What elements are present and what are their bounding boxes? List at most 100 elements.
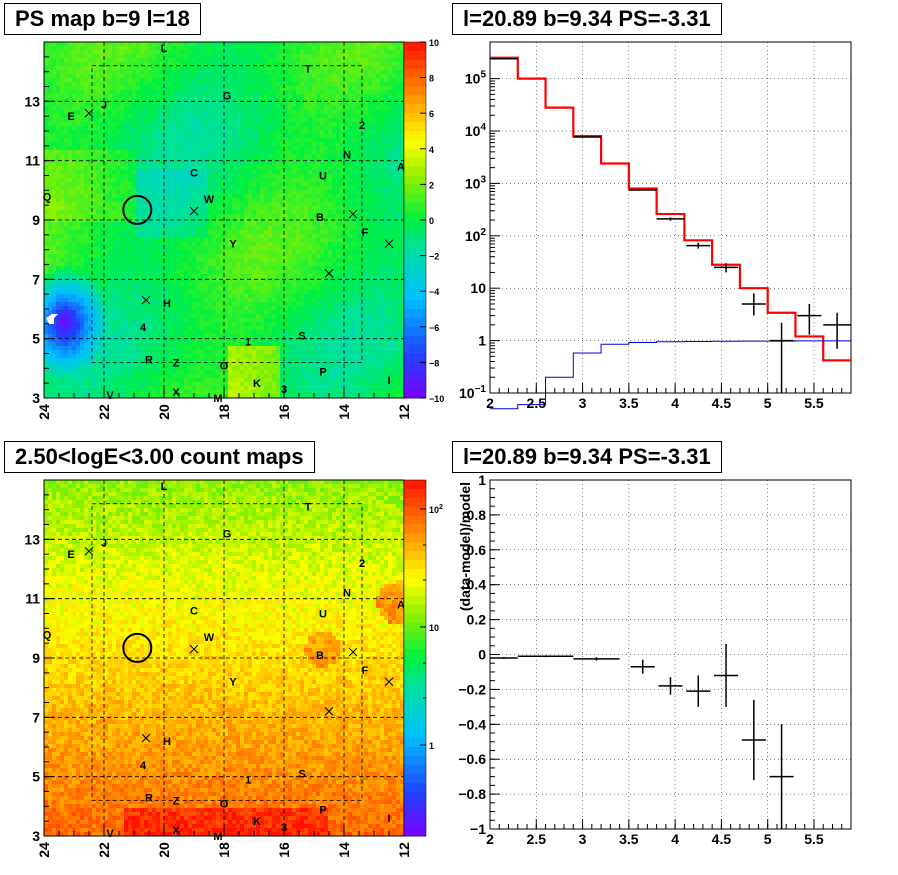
- colorbar-band: [404, 211, 426, 221]
- colorbar-band: [404, 371, 426, 381]
- source-label: L: [161, 481, 168, 493]
- y-tick-label: 5: [32, 331, 40, 347]
- source-label: Z: [173, 795, 180, 807]
- colorbar-band: [404, 622, 426, 632]
- source-label: Y: [229, 677, 237, 689]
- colorbar-band: [404, 577, 426, 588]
- colorbar-band: [404, 309, 426, 319]
- source-label: U: [319, 609, 327, 621]
- source-cross-marker: [189, 206, 199, 216]
- source-label: W: [204, 632, 215, 644]
- spectrum-ticks: [489, 78, 852, 394]
- y-tick-label: 11: [25, 591, 40, 607]
- x-tick-label: 5: [764, 395, 772, 411]
- colorbar-band: [404, 684, 426, 695]
- source-label: I: [387, 813, 390, 825]
- y-tick-label: 11: [25, 153, 40, 169]
- y-tick-label: 9: [32, 650, 40, 666]
- residual-title: l=20.89 b=9.34 PS=-3.31: [452, 441, 722, 473]
- x-tick-label: 14: [336, 404, 352, 420]
- colorbar-band: [404, 827, 426, 837]
- source-label: 2: [359, 120, 365, 132]
- source-cross-marker: [348, 209, 358, 219]
- y-tick-label: 1: [478, 472, 486, 488]
- colorbar-band: [404, 148, 426, 159]
- x-tick-label: 20: [156, 404, 172, 420]
- colorbar-band: [404, 604, 426, 614]
- source-label: 1: [245, 337, 251, 349]
- colorbar-band: [404, 50, 426, 61]
- y-tick-label: 7: [32, 709, 40, 725]
- colorbar-band: [404, 139, 426, 150]
- x-tick-label: 4: [671, 831, 679, 847]
- source-label: P: [319, 804, 326, 816]
- source-label: J: [101, 537, 107, 549]
- colorbar-band: [404, 693, 426, 703]
- colorbar-band: [404, 595, 426, 606]
- y-tick-label: 13: [24, 93, 40, 109]
- source-cross-marker: [324, 707, 334, 716]
- y-tick-label: 1: [478, 333, 486, 349]
- colorbar-band: [404, 791, 426, 801]
- colorbar-band: [404, 533, 426, 543]
- colorbar-band: [404, 773, 426, 784]
- colorbar-band: [404, 220, 426, 230]
- source-label: C: [190, 168, 198, 180]
- y-tick-label: −0.2: [458, 681, 486, 697]
- colorbar-band: [404, 542, 426, 552]
- x-tick-label: 5.5: [804, 831, 824, 847]
- x-tick-label: 20: [156, 842, 172, 858]
- colorbar-band: [404, 809, 426, 819]
- colorbar-band: [404, 246, 426, 257]
- colorbar-band: [404, 586, 426, 597]
- y-tick-label: 105: [465, 70, 487, 87]
- colorbar-band: [404, 666, 426, 677]
- y-tick-label: 3: [32, 828, 40, 844]
- x-tick-label: 4: [671, 395, 679, 411]
- spectrum-panel: 2 2.5 3 3.5 4 4.5 5 5.5 10−1 1 10 102 103 104 105: [459, 41, 852, 411]
- x-tick-label: 24: [36, 404, 52, 420]
- source-label: W: [204, 194, 215, 206]
- source-label: O: [220, 798, 229, 810]
- source-label: K: [253, 378, 261, 390]
- colorbar-tick-label: 8: [429, 74, 434, 84]
- colorbar-band: [404, 515, 426, 525]
- y-tick-label: 104: [465, 122, 487, 139]
- marked-source-circle: [122, 194, 153, 225]
- count-map-title: 2.50<logE<3.00 count maps: [4, 441, 315, 473]
- source-label: C: [190, 606, 198, 618]
- colorbar-band: [404, 68, 426, 79]
- roi-box: [91, 65, 363, 363]
- colorbar-band: [404, 175, 426, 185]
- ps-map-title: PS map b=9 l=18: [4, 3, 201, 35]
- model-histogram: [490, 56, 851, 362]
- source-cross-marker: [141, 733, 151, 743]
- source-label: Z: [173, 357, 180, 369]
- colorbar-band: [404, 131, 426, 141]
- spectrum-title: l=20.89 b=9.34 PS=-3.31: [452, 3, 722, 35]
- source-cross-marker: [384, 677, 394, 687]
- count-map-panel: L T J G E 2 N C A U Q W B F Y H 4 S 1 R Z O P K 3 V X M I 24 22 20 18 16 1…: [24, 479, 443, 858]
- y-tick-label: 0.4: [467, 577, 487, 593]
- colorbar-band: [404, 755, 426, 766]
- colorbar-band: [404, 282, 426, 292]
- colorbar-band: [404, 113, 426, 123]
- colorbar-band: [404, 497, 426, 508]
- x-tick-label: 5.5: [804, 395, 824, 411]
- x-tick-label: 24: [36, 842, 52, 858]
- source-label: 2: [359, 558, 365, 570]
- colorbar-band: [404, 42, 426, 52]
- source-label: B: [316, 650, 324, 662]
- colorbar-band: [404, 166, 426, 176]
- colorbar-tick-label: −4: [429, 287, 439, 297]
- source-cross-marker: [384, 239, 394, 249]
- x-tick-label: 4.5: [712, 395, 732, 411]
- source-label: A: [397, 162, 405, 174]
- source-label: V: [106, 390, 114, 402]
- colorbar-band: [404, 77, 426, 87]
- colorbar-tick-label: 10: [429, 38, 439, 48]
- residual-ticks: [489, 479, 852, 830]
- source-cross-marker: [189, 644, 199, 654]
- colorbar-band: [404, 720, 426, 730]
